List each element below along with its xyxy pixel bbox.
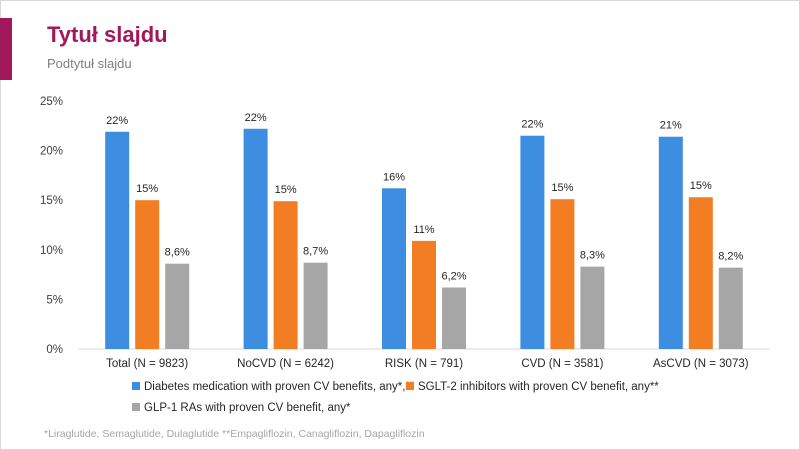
data-label: 11% bbox=[413, 224, 434, 236]
data-label: 15% bbox=[690, 180, 712, 192]
x-tick-label: NoCVD (N = 6242) bbox=[237, 358, 334, 370]
bar bbox=[165, 263, 190, 349]
y-tick-label: 20% bbox=[40, 146, 63, 158]
y-tick-label: 0% bbox=[46, 344, 63, 356]
slide-subtitle: Podtytuł slajdu bbox=[47, 56, 132, 71]
data-label: 8,2% bbox=[718, 251, 743, 263]
bar bbox=[273, 201, 298, 349]
bar bbox=[442, 287, 466, 349]
data-label: 21% bbox=[660, 120, 682, 132]
data-label: 22% bbox=[521, 119, 543, 131]
legend-swatch bbox=[132, 382, 140, 390]
data-label: 22% bbox=[106, 115, 128, 127]
x-tick-label: AsCVD (N = 3073) bbox=[653, 358, 749, 370]
bar bbox=[243, 128, 268, 349]
y-tick-label: 5% bbox=[46, 294, 63, 306]
data-label: 8,3% bbox=[580, 250, 605, 262]
bar bbox=[520, 135, 545, 349]
title-accent-bar bbox=[0, 18, 12, 80]
y-tick-label: 25% bbox=[40, 96, 63, 108]
legend-label: GLP-1 RAs with proven CV benefit, any* bbox=[144, 402, 351, 414]
bar bbox=[135, 200, 160, 349]
x-tick-label: CVD (N = 3581) bbox=[521, 358, 603, 370]
bar bbox=[412, 240, 436, 349]
data-label: 22% bbox=[245, 112, 267, 124]
bar bbox=[688, 197, 713, 349]
bar bbox=[105, 131, 130, 349]
bar bbox=[550, 199, 575, 349]
bar bbox=[658, 136, 683, 349]
slide-title: Tytuł slajdu bbox=[47, 22, 168, 47]
bar bbox=[303, 262, 328, 349]
data-label: 6,2% bbox=[441, 270, 466, 282]
data-label: 15% bbox=[551, 182, 573, 194]
legend-label: SGLT-2 inhibitors with proven CV benefit… bbox=[418, 381, 659, 393]
bar bbox=[580, 266, 605, 349]
footnote: *Liraglutide, Semaglutide, Dulaglutide *… bbox=[44, 428, 425, 440]
data-label: 8,6% bbox=[165, 247, 190, 259]
data-label: 16% bbox=[383, 171, 405, 183]
data-label: 15% bbox=[275, 184, 297, 196]
legend-swatch bbox=[132, 403, 140, 411]
y-tick-label: 15% bbox=[40, 195, 63, 207]
x-tick-label: RISK (N = 791) bbox=[385, 358, 463, 370]
legend-label: Diabetes medication with proven CV benef… bbox=[144, 381, 415, 393]
bar bbox=[718, 267, 743, 349]
data-label: 8,7% bbox=[303, 246, 328, 258]
y-tick-label: 10% bbox=[40, 245, 63, 257]
legend-swatch bbox=[406, 382, 414, 390]
x-tick-label: Total (N = 9823) bbox=[106, 358, 188, 370]
data-label: 15% bbox=[136, 183, 158, 195]
bar bbox=[382, 188, 406, 349]
